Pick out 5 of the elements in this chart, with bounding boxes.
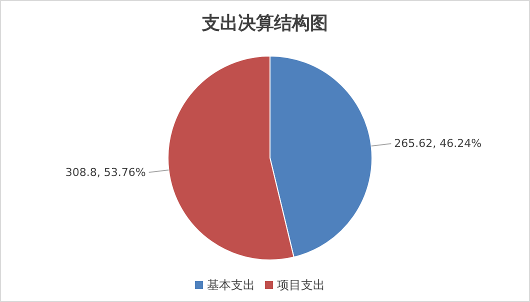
legend-label: 项目支出 (277, 278, 325, 292)
data-label: 265.62, 46.24% (394, 137, 482, 150)
legend-label: 基本支出 (207, 278, 255, 292)
data-label: 308.8, 53.76% (65, 166, 146, 179)
chart-title: 支出决算结构图 (200, 12, 329, 35)
